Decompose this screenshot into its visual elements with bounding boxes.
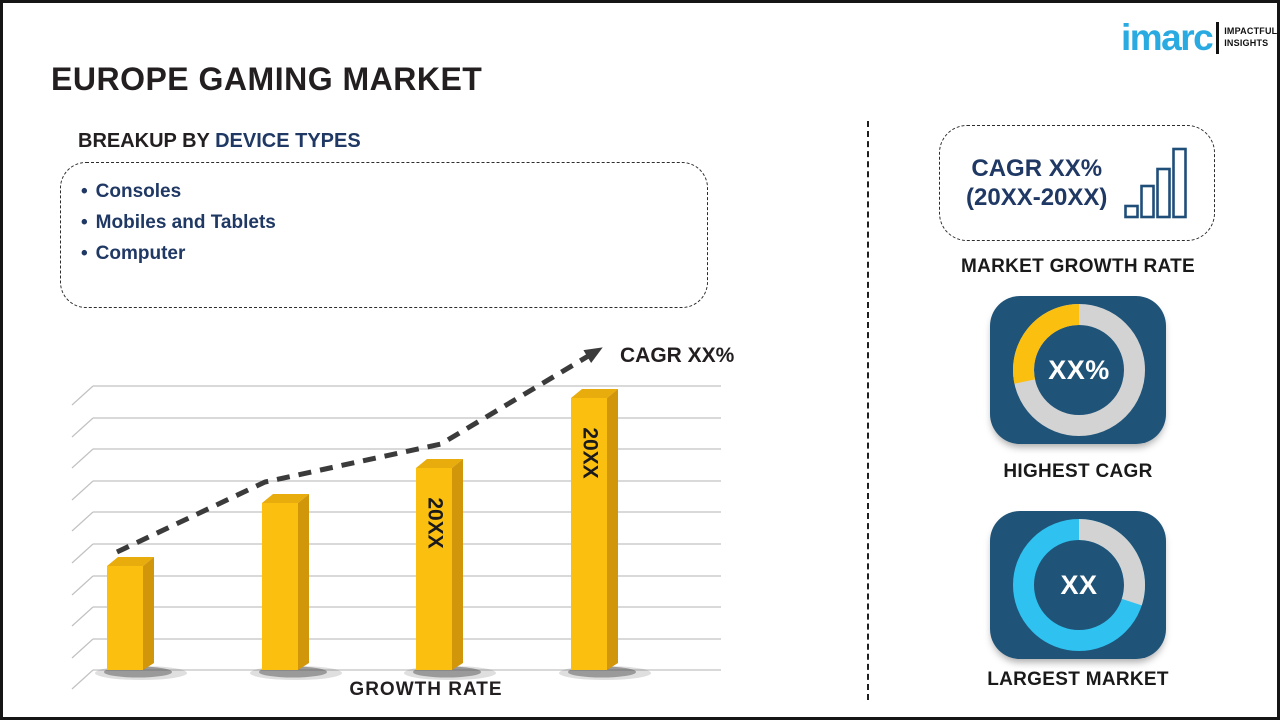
icon-bar — [1140, 184, 1155, 219]
bar — [107, 566, 143, 670]
largest-market-tile: XX — [990, 511, 1166, 659]
trend-arrowhead — [583, 347, 603, 364]
gridline-tick — [71, 448, 94, 469]
gridline-tick — [71, 511, 94, 532]
vertical-divider — [867, 121, 869, 700]
bar-top-face — [416, 459, 463, 468]
donut-ring-segment — [1013, 304, 1080, 384]
gridline-tick — [71, 480, 94, 501]
bar-label: 20XX — [579, 427, 602, 478]
bar-side-face — [607, 389, 618, 670]
rising-bars-icon — [1124, 147, 1187, 219]
list-item-label: Computer — [95, 243, 186, 264]
highest-cagr-donut-chart: XX% — [1013, 304, 1145, 436]
market-growth-rate-label: MARKET GROWTH RATE — [960, 256, 1196, 277]
trend-label: CAGR XX% — [620, 344, 735, 367]
gridline-tick — [71, 543, 94, 564]
list-item-label: Consoles — [95, 181, 182, 202]
cagr-period: (20XX-20XX) — [966, 184, 1108, 211]
logo-divider — [1216, 21, 1220, 54]
bar — [262, 503, 298, 670]
gridline-tick — [71, 606, 94, 627]
breakup-heading: BREAKUP BY DEVICE TYPES — [78, 130, 361, 153]
breakup-heading-prefix: BREAKUP BY — [78, 130, 210, 152]
list-item: • Mobiles and Tablets — [81, 207, 687, 238]
bar-top-face — [571, 389, 618, 398]
highest-cagr-tile: XX% — [990, 296, 1166, 444]
gridline-tick — [71, 669, 94, 690]
logo-tagline: IMPACTFUL INSIGHTS — [1224, 26, 1277, 49]
donut-ring-segment — [1078, 519, 1145, 606]
imarc-logo: imarc IMPACTFUL INSIGHTS — [1121, 19, 1277, 56]
market-growth-rate-box: CAGR XX% (20XX-20XX) — [939, 125, 1215, 241]
donut-value: XX% — [1048, 355, 1110, 385]
bullet-icon: • — [81, 181, 88, 202]
icon-bar — [1156, 167, 1171, 219]
trend-line — [115, 349, 597, 555]
gridline-tick — [71, 638, 94, 659]
bullet-icon: • — [81, 243, 88, 264]
bar — [571, 398, 607, 670]
growth-rate-bar-chart: 20XX 20XX CAGR XX% GROWTH RATE — [71, 344, 735, 700]
breakup-heading-highlight: DEVICE TYPES — [215, 130, 361, 152]
bar-side-face — [143, 557, 154, 670]
device-types-list: • Consoles • Mobiles and Tablets • Compu… — [81, 176, 687, 269]
list-item: • Computer — [81, 238, 687, 269]
icon-bar — [1172, 147, 1187, 219]
gridline-tick — [71, 575, 94, 596]
bar-side-face — [298, 494, 309, 670]
x-axis-label: GROWTH RATE — [349, 679, 502, 700]
bar-label: 20XX — [424, 497, 447, 548]
largest-market-donut-chart: XX — [1013, 519, 1145, 651]
cagr-text: CAGR XX% (20XX-20XX) — [966, 154, 1107, 213]
logo-tagline-line2: INSIGHTS — [1224, 37, 1269, 48]
largest-market-label: LARGEST MARKET — [987, 669, 1169, 690]
list-item: • Consoles — [81, 176, 687, 207]
device-types-box: • Consoles • Mobiles and Tablets • Compu… — [60, 162, 708, 308]
donut-value: XX — [1060, 570, 1097, 600]
gridline-tick — [71, 385, 94, 406]
highest-cagr-label: HIGHEST CAGR — [1003, 461, 1153, 482]
bar-top-face — [107, 557, 154, 566]
list-item-label: Mobiles and Tablets — [95, 212, 276, 233]
gridline-tick — [71, 417, 94, 438]
logo-tagline-line1: IMPACTFUL — [1224, 26, 1278, 37]
imarc-wordmark: imarc — [1121, 17, 1214, 58]
bar-side-face — [452, 459, 463, 670]
bar-top-face — [262, 494, 309, 503]
bar — [416, 468, 452, 670]
bullet-icon: • — [81, 212, 88, 233]
page-title: EUROPE GAMING MARKET — [51, 61, 483, 97]
icon-bar — [1124, 204, 1139, 219]
cagr-value: CAGR XX% — [971, 154, 1103, 182]
